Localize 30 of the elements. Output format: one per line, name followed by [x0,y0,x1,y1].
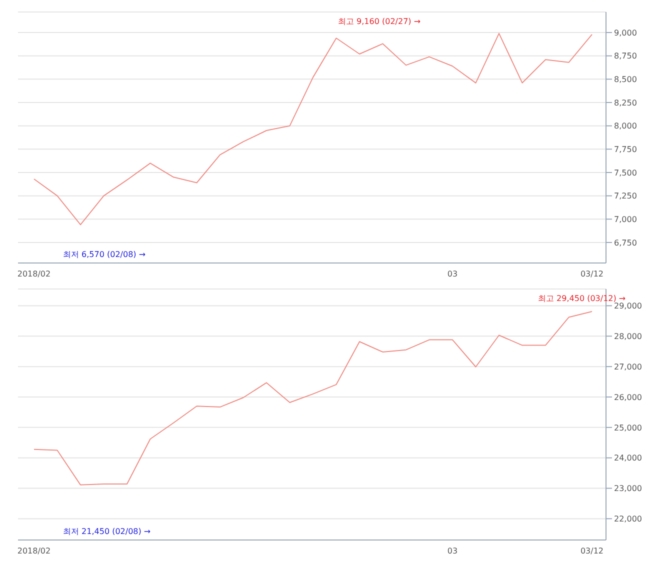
y-tick-label: 24,000 [614,454,642,463]
y-tick-label: 7,000 [614,214,637,224]
y-tick-label: 9,000 [614,28,637,38]
y-tick-label: 7,500 [614,168,637,178]
y-tick-label: 29,000 [614,302,642,311]
y-tick-label: 26,000 [614,392,642,402]
annotation: 최저 6,570 (02/08) → [63,249,146,260]
y-tick-label: 8,250 [614,98,637,108]
y-tick-label: 6,750 [614,238,637,248]
y-tick-label: 8,500 [614,75,637,84]
x-tick-label: 03/12 [580,270,604,279]
y-tick-label: 25,000 [614,423,642,432]
y-tick-label: 8,000 [614,122,637,131]
x-tick-label: 03/12 [580,546,604,556]
y-tick-label: 22,000 [614,514,642,524]
x-tick-label: 2018/02 [17,546,51,556]
y-tick-label: 27,000 [614,362,642,372]
y-tick-label: 23,000 [614,484,642,494]
x-tick-label: 03 [447,546,458,556]
annotation: 최저 21,450 (02/08) → [63,526,151,537]
x-tick-label: 03 [447,270,458,279]
x-tick-label: 2018/02 [17,270,51,279]
annotation: 최고 29,450 (03/12) → [538,293,626,303]
y-tick-label: 28,000 [614,332,642,341]
y-tick-label: 8,750 [614,52,637,61]
y-tick-label: 7,750 [614,145,637,154]
annotation: 최고 9,160 (02/27) → [338,16,421,27]
y-tick-label: 7,250 [614,192,637,201]
line-series [34,32,592,226]
line-series [34,311,592,486]
